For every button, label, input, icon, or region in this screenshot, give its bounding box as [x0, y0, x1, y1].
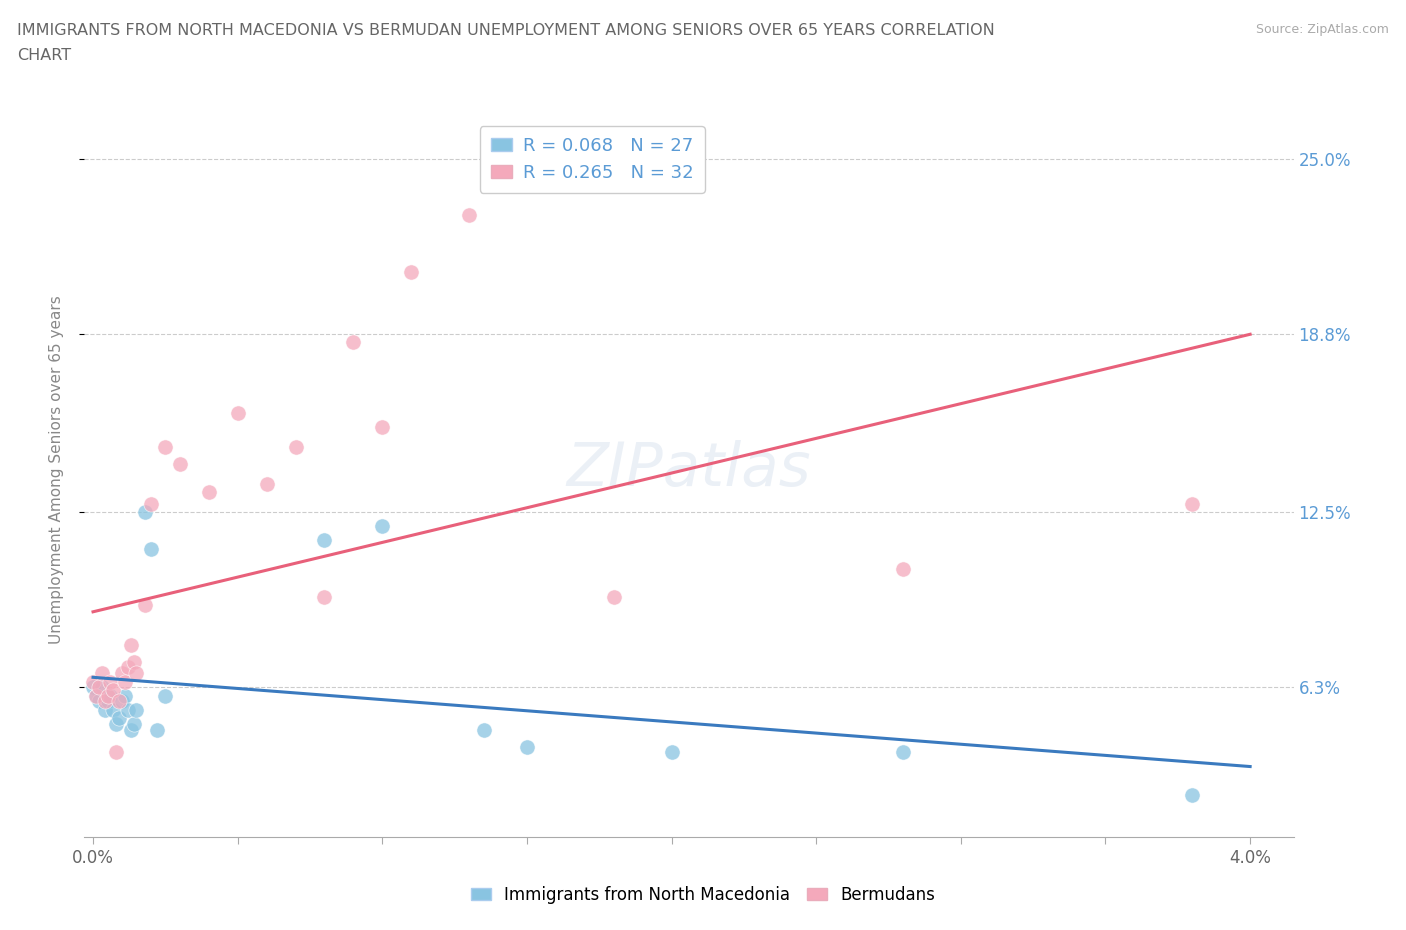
Point [103, 683, 125, 698]
Point [284, 440, 307, 455]
Point [108, 711, 131, 725]
Point [134, 598, 156, 613]
Y-axis label: Unemployment Among Seniors over 65 years: Unemployment Among Seniors over 65 years [49, 296, 63, 644]
Text: CHART: CHART [17, 48, 70, 63]
Point [891, 745, 914, 760]
Point [603, 590, 626, 604]
Point [114, 674, 136, 689]
Point [93, 702, 115, 717]
Point [458, 208, 481, 223]
Point [371, 419, 394, 434]
Text: Source: ZipAtlas.com: Source: ZipAtlas.com [1256, 23, 1389, 36]
Point [155, 440, 177, 455]
Point [139, 541, 162, 556]
Point [84, 688, 107, 703]
Point [371, 519, 394, 534]
Point [105, 716, 128, 731]
Point [139, 496, 162, 511]
Point [93, 694, 115, 709]
Point [84, 688, 107, 703]
Point [134, 505, 156, 520]
Point [87, 680, 110, 695]
Text: ZIPatlas: ZIPatlas [567, 440, 811, 499]
Point [122, 655, 145, 670]
Point [90, 680, 112, 695]
Point [125, 666, 148, 681]
Point [82, 680, 104, 695]
Point [314, 590, 336, 604]
Point [111, 694, 134, 709]
Point [96, 688, 118, 703]
Point [226, 405, 249, 420]
Point [100, 688, 122, 703]
Point [108, 694, 131, 709]
Point [82, 674, 104, 689]
Point [1181, 496, 1204, 511]
Point [125, 702, 148, 717]
Point [96, 694, 118, 709]
Point [105, 745, 128, 760]
Point [120, 723, 142, 737]
Point [472, 723, 495, 737]
Point [516, 739, 538, 754]
Legend: R = 0.068   N = 27, R = 0.265   N = 32: R = 0.068 N = 27, R = 0.265 N = 32 [479, 126, 704, 193]
Legend: Immigrants from North Macedonia, Bermudans: Immigrants from North Macedonia, Bermuda… [464, 879, 942, 910]
Point [87, 694, 110, 709]
Point [169, 457, 191, 472]
Point [120, 637, 142, 652]
Point [314, 533, 336, 548]
Point [100, 674, 122, 689]
Point [114, 688, 136, 703]
Point [197, 485, 219, 499]
Point [661, 745, 683, 760]
Point [1181, 787, 1204, 802]
Point [117, 702, 139, 717]
Point [145, 723, 167, 737]
Point [122, 716, 145, 731]
Point [399, 264, 422, 279]
Point [90, 666, 112, 681]
Point [891, 561, 914, 576]
Point [256, 476, 278, 491]
Point [117, 660, 139, 675]
Point [155, 688, 177, 703]
Point [111, 666, 134, 681]
Text: IMMIGRANTS FROM NORTH MACEDONIA VS BERMUDAN UNEMPLOYMENT AMONG SENIORS OVER 65 Y: IMMIGRANTS FROM NORTH MACEDONIA VS BERMU… [17, 23, 994, 38]
Point [342, 335, 364, 350]
Point [103, 702, 125, 717]
